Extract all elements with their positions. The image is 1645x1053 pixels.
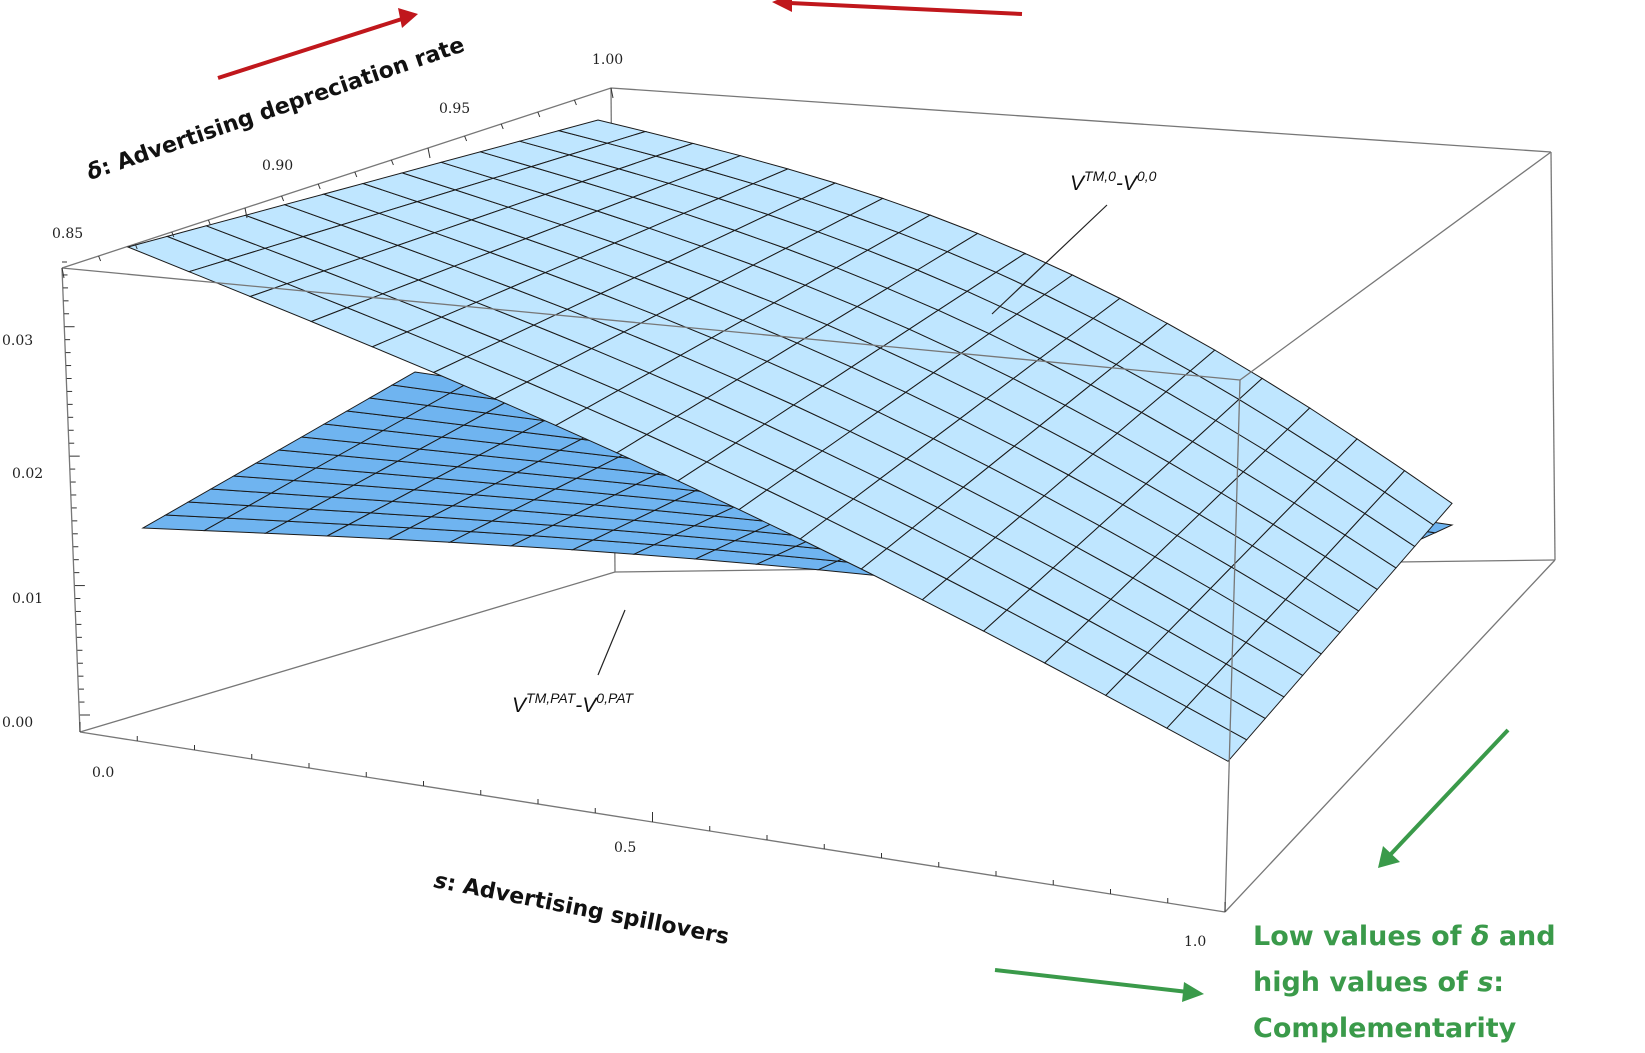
label-mid: -V xyxy=(1116,172,1139,195)
svg-text:high values of s:: high values of s: xyxy=(1253,967,1504,998)
label-base: V xyxy=(512,694,528,717)
svg-text:VTM,PAT-V0,PAT: VTM,PAT-V0,PAT xyxy=(512,690,635,717)
label-sup: 0,PAT xyxy=(596,690,634,706)
surface-label-upper: VTM,0-V0,0 xyxy=(991,168,1157,315)
y-tick-label: 1.00 xyxy=(592,52,623,68)
tick-mark xyxy=(134,243,138,250)
tick-mark xyxy=(244,207,248,219)
arrow-head xyxy=(1378,846,1400,868)
tick-mark xyxy=(610,87,614,99)
label-sup: 0,0 xyxy=(1137,168,1157,184)
tick-mark xyxy=(390,159,394,166)
tick-mark xyxy=(171,231,175,238)
x-tick-label: 0.5 xyxy=(614,840,636,856)
tick-mark xyxy=(207,219,211,226)
y-tick-label: 0.95 xyxy=(439,101,470,117)
arrow-head xyxy=(772,0,792,12)
svg-text:VTM,0-V0,0: VTM,0-V0,0 xyxy=(1070,168,1157,195)
tick-mark xyxy=(317,183,321,190)
tick-mark xyxy=(500,123,504,130)
x-tick-label: 1.0 xyxy=(1184,934,1206,950)
y-tick-label: 0.90 xyxy=(262,158,293,174)
svg-text:Low values of δ and: Low values of δ and xyxy=(1253,921,1556,952)
tick-mark xyxy=(464,135,468,142)
axis-ticks xyxy=(61,87,1226,912)
x-tick-label: 0.0 xyxy=(92,765,114,781)
z-tick-label: 0.01 xyxy=(12,591,43,607)
surface-label-lower: VTM,PAT-V0,PAT xyxy=(512,609,635,717)
label-base: V xyxy=(1070,172,1086,195)
z-tick-label: 0.02 xyxy=(12,466,43,482)
x-axis: 0.0 0.5 1.0 s: Advertising spillovers xyxy=(92,765,1206,950)
tick-mark xyxy=(281,195,285,202)
x-axis-title: s: Advertising spillovers xyxy=(432,868,731,950)
label-sup: TM,PAT xyxy=(526,690,577,706)
tick-mark xyxy=(98,255,102,262)
z-tick-label: 0.03 xyxy=(2,333,33,349)
tick-mark xyxy=(61,267,65,279)
z-axis: 0.00 0.01 0.02 0.03 xyxy=(2,333,43,731)
y-tick-label: 0.85 xyxy=(52,226,83,242)
tick-mark xyxy=(427,147,431,159)
green-arrows xyxy=(994,728,1510,1002)
surface-cell xyxy=(1384,470,1453,526)
arrow-head xyxy=(398,8,418,28)
arrow-head xyxy=(1182,982,1204,1002)
tick-mark xyxy=(537,111,541,118)
z-tick-label: 0.00 xyxy=(2,715,33,731)
complementarity-note: Low values of δ and high values of s: Co… xyxy=(1253,921,1556,1044)
svg-text:Complementarity: Complementarity xyxy=(1253,1013,1517,1044)
tick-mark xyxy=(354,171,358,178)
label-sup: TM,0 xyxy=(1084,168,1116,184)
label-mid: -V xyxy=(575,694,598,717)
tick-mark xyxy=(573,99,577,106)
red-arrows xyxy=(217,0,1023,80)
surface-v-tm-0-minus-v-0-0 xyxy=(126,119,1453,762)
